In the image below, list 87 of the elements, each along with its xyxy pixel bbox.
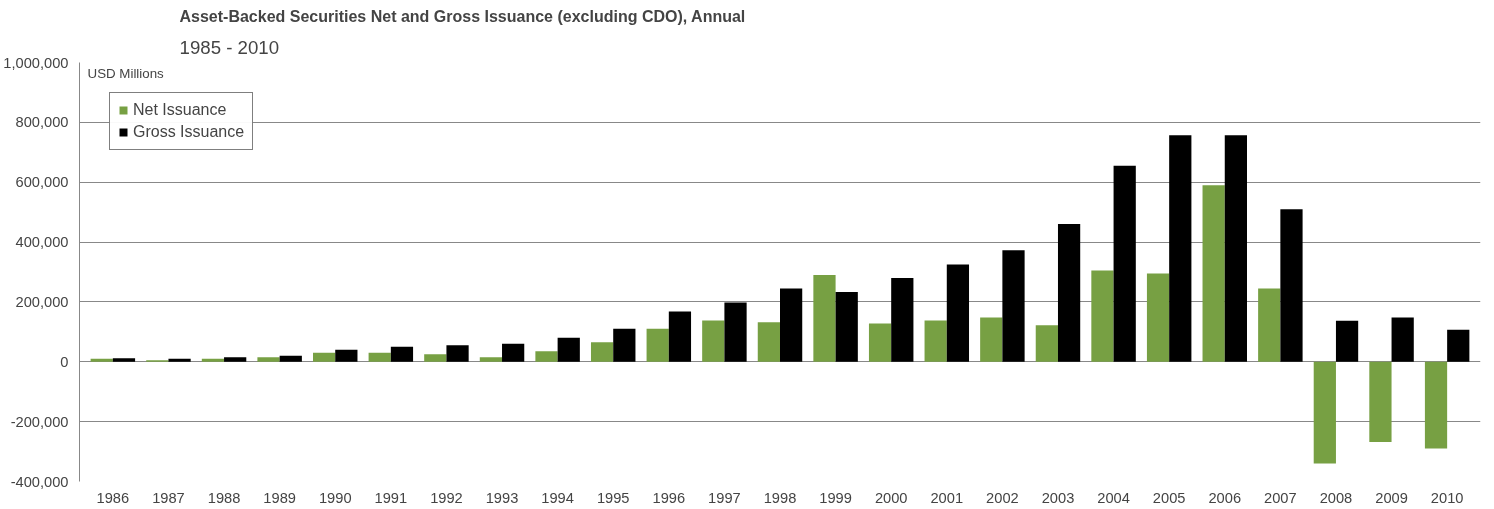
bar <box>168 358 191 362</box>
bar <box>1146 273 1170 362</box>
bar <box>502 343 525 362</box>
x-tick-label: 1994 <box>541 489 574 506</box>
chart-title: Asset-Backed Securities Net and Gross Issuance (excluding CDO), Annual <box>179 7 746 25</box>
bar <box>1202 185 1225 362</box>
x-tick-label: 1999 <box>819 489 852 506</box>
bar <box>835 292 858 362</box>
bar <box>813 274 836 362</box>
bar <box>668 311 692 362</box>
y-tick-label: -200,000 <box>10 413 69 430</box>
legend-label: Net Issuance <box>133 101 227 119</box>
x-tick-label: 2001 <box>930 489 964 506</box>
bar <box>590 342 614 362</box>
bar <box>613 328 636 362</box>
x-tick-label: 1987 <box>152 489 185 506</box>
bar <box>724 302 747 362</box>
bar <box>1258 288 1281 362</box>
bar <box>257 357 280 362</box>
y-tick-label: 600,000 <box>15 174 69 191</box>
x-tick-label: 2004 <box>1097 489 1130 506</box>
bar <box>446 345 469 362</box>
bar <box>557 337 580 362</box>
bar <box>1057 224 1081 362</box>
bar <box>368 352 391 362</box>
x-tick-label: 1993 <box>485 489 519 506</box>
bar <box>1335 320 1359 362</box>
bar <box>1224 135 1247 362</box>
bar <box>1424 361 1448 449</box>
x-tick-label: 1986 <box>96 489 130 506</box>
bar <box>424 354 447 362</box>
bar <box>479 357 503 362</box>
bar <box>946 264 970 362</box>
x-tick-label: 1989 <box>263 489 296 506</box>
bar <box>1035 325 1058 362</box>
chart-subtitle: 1985 - 2010 <box>179 36 280 58</box>
x-tick-label: 1991 <box>374 489 408 506</box>
bar <box>535 351 558 362</box>
bar <box>313 352 336 362</box>
bar <box>224 357 247 362</box>
bar <box>646 328 669 362</box>
legend-label: Gross Issuance <box>133 123 245 141</box>
bar <box>1447 329 1470 362</box>
y-tick-label: 1,000,000 <box>3 54 69 71</box>
bar <box>279 355 302 362</box>
x-tick-label: 2002 <box>986 489 1019 506</box>
bar <box>1280 209 1303 362</box>
x-tick-label: 1990 <box>318 489 352 506</box>
x-tick-label: 1992 <box>430 489 463 506</box>
x-tick-label: 2005 <box>1152 489 1186 506</box>
y-tick-label: 200,000 <box>15 293 69 310</box>
x-tick-label: 1988 <box>207 489 241 506</box>
bar <box>891 277 914 362</box>
y-axis-title: USD Millions <box>87 65 165 81</box>
y-tick-label: 800,000 <box>15 114 69 131</box>
x-tick-label: 2010 <box>1430 489 1464 506</box>
bar <box>90 358 113 362</box>
bar <box>980 317 1003 362</box>
bar <box>390 346 414 362</box>
bar <box>1169 135 1192 362</box>
bar <box>1313 361 1336 464</box>
x-tick-label: 1995 <box>596 489 630 506</box>
bar <box>112 358 136 362</box>
y-tick-label: 400,000 <box>15 234 69 251</box>
x-tick-label: 1997 <box>708 489 741 506</box>
x-tick-label: 2000 <box>874 489 908 506</box>
bar <box>1369 361 1392 442</box>
bar <box>1002 250 1025 362</box>
bar <box>335 349 358 362</box>
bar <box>780 288 803 362</box>
x-tick-label: 2003 <box>1041 489 1075 506</box>
x-tick-label: 1998 <box>763 489 797 506</box>
bar <box>702 320 725 362</box>
bar <box>924 320 947 362</box>
bar <box>1391 317 1414 362</box>
y-tick-label: 0 <box>60 353 69 370</box>
bar <box>757 322 780 362</box>
bar <box>201 358 225 362</box>
x-tick-label: 2008 <box>1319 489 1353 506</box>
x-tick-label: 2009 <box>1375 489 1408 506</box>
bar <box>868 323 892 362</box>
x-tick-label: 2006 <box>1208 489 1242 506</box>
x-tick-label: 2007 <box>1264 489 1297 506</box>
x-tick-label: 1996 <box>652 489 686 506</box>
bar <box>1113 165 1136 362</box>
bar <box>1091 270 1114 362</box>
y-tick-label: -400,000 <box>10 473 69 490</box>
